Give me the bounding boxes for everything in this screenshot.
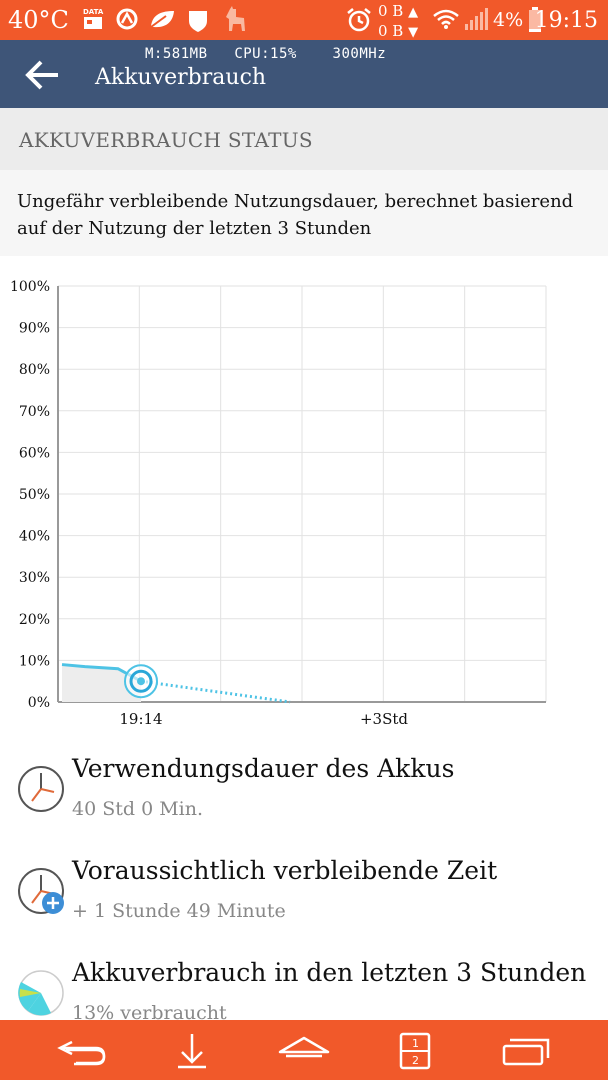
leaf-icon (148, 8, 176, 30)
back-arrow-icon[interactable] (24, 58, 64, 92)
y-tick-label: 10% (19, 653, 50, 669)
dual-window-nav-icon[interactable]: 1 2 (385, 1030, 445, 1070)
item-title: Verwendungsdauer des Akkus (72, 754, 454, 783)
item-title: Voraussichtlich verbleibende Zeit (72, 856, 497, 885)
upload-speed: 0 B (378, 2, 403, 20)
network-speed: 0 B ▲ 0 B ▼ (378, 2, 418, 42)
y-tick-label: 60% (19, 445, 50, 461)
y-tick-label: 0% (28, 695, 50, 711)
clock-time: 19:15 (535, 8, 598, 33)
y-tick-label: 20% (19, 612, 50, 628)
cpu-stat: CPU:15% (234, 46, 297, 62)
home-nav-icon[interactable] (274, 1030, 334, 1070)
status-bar: 40°C DATA 0 B ▲ 0 B ▼ 4% (0, 0, 608, 40)
description-text: Ungefähr verbleibende Nutzungsdauer, ber… (17, 188, 597, 242)
wifi-icon (432, 8, 460, 30)
x-tick-label: 19:14 (119, 710, 162, 728)
svg-text:1: 1 (412, 1037, 419, 1050)
item-subtitle: 13% verbraucht (72, 1002, 227, 1020)
download-nav-icon[interactable] (162, 1030, 222, 1070)
alarm-icon (346, 7, 372, 33)
current-point (137, 677, 145, 685)
section-description: Ungefähr verbleibende Nutzungsdauer, ber… (0, 170, 608, 256)
list-item-last-3-hours[interactable]: Akkuverbrauch in den letzten 3 Stunden 1… (0, 956, 608, 1020)
y-tick-label: 50% (19, 487, 50, 503)
navigation-bar: 1 2 (0, 1020, 608, 1080)
data-label: DATA (83, 8, 104, 16)
item-title: Akkuverbrauch in den letzten 3 Stunden (72, 958, 586, 987)
section-header-label: AKKUVERBRAUCH STATUS (19, 128, 313, 152)
app-toolbar: M:581MB CPU:15% 300MHz Akkuverbrauch (0, 40, 608, 108)
item-subtitle: 40 Std 0 Min. (72, 798, 203, 820)
battery-usage-chart: 100% 90% 80% 70% 60% 50% 40% 30% 20% 10% 0% 19:14 +3… (0, 268, 608, 738)
back-nav-icon[interactable] (52, 1030, 112, 1070)
system-stats: M:581MB CPU:15% 300MHz (145, 46, 386, 62)
list-item-remaining-time[interactable]: Voraussichtlich verbleibende Zeit + 1 St… (0, 854, 608, 946)
temperature-readout: 40°C (8, 6, 69, 34)
freq-stat: 300MHz (333, 46, 387, 62)
y-tick-label: 40% (19, 529, 50, 545)
alpaca-icon (222, 5, 248, 33)
y-tick-label: 100% (10, 279, 50, 295)
y-tick-label: 90% (19, 321, 50, 337)
item-subtitle: + 1 Stunde 49 Minute (72, 900, 286, 922)
signal-icon (464, 8, 490, 32)
projection-line (141, 681, 290, 702)
memory-stat: M:581MB (145, 46, 208, 62)
clock-icon (16, 764, 66, 814)
list-item-usage-duration[interactable]: Verwendungsdauer des Akkus 40 Std 0 Min. (0, 752, 608, 844)
app-notification-icon (116, 8, 138, 30)
svg-text:2: 2 (412, 1054, 419, 1067)
download-speed: 0 B (378, 22, 403, 40)
clock-plus-icon (16, 866, 66, 916)
y-tick-label: 80% (19, 362, 50, 378)
recent-apps-nav-icon[interactable] (496, 1030, 556, 1070)
shield-icon (186, 8, 210, 34)
data-icon: DATA (82, 6, 106, 32)
y-tick-label: 30% (19, 570, 50, 586)
y-tick-label: 70% (19, 404, 50, 420)
pie-chart-icon (16, 968, 66, 1018)
x-tick-label: +3Std (360, 710, 408, 728)
page-title: Akkuverbrauch (95, 65, 266, 90)
battery-percent: 4% (493, 9, 523, 31)
section-header: AKKUVERBRAUCH STATUS (0, 108, 608, 170)
